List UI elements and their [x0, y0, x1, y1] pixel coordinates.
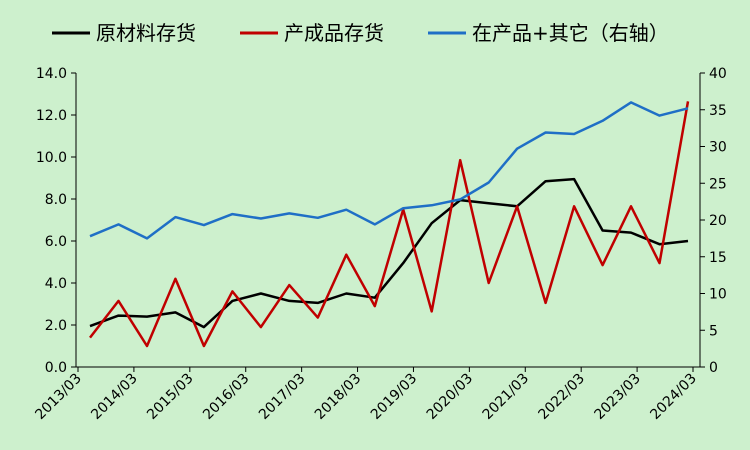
x-tick-label: 2017/03: [256, 371, 308, 423]
y2-tick-label: 0: [709, 360, 718, 376]
series-line-2: [89, 101, 689, 240]
y2-tick-label: 30: [709, 140, 727, 156]
x-tick-label: 2020/03: [424, 371, 476, 423]
x-tick-label: 2015/03: [144, 371, 196, 423]
x-tick-label: 2023/03: [591, 371, 643, 423]
y-tick-label: 12.0: [36, 108, 67, 124]
y2-tick-label: 10: [709, 287, 727, 303]
y-tick-label: 10.0: [36, 150, 67, 166]
axes: 0.0 2.0 4.0 6.0 8.0 10.0 12.0 14.0 0 5 10 15 20 25 30 3…: [32, 66, 726, 423]
x-tick-label: 2013/03: [32, 371, 84, 423]
y-tick-label: 8.0: [45, 192, 67, 208]
y-tick-label: 2.0: [45, 318, 67, 334]
y2-tick-label: 5: [709, 323, 718, 339]
y-tick-label: 14.0: [36, 66, 67, 82]
series-line-0: [89, 177, 689, 329]
y-tick-label: 6.0: [45, 234, 67, 250]
series-line-1: [89, 101, 690, 348]
y2-tick-label: 25: [709, 176, 727, 192]
legend-label-2: 在产品+其它（右轴）: [472, 21, 669, 45]
y-tick-label: 4.0: [45, 276, 67, 292]
legend-label-1: 产成品存货: [284, 21, 384, 45]
y2-tick-label: 35: [709, 103, 727, 119]
x-tick-label: 2021/03: [480, 371, 532, 423]
y2-tick-label: 15: [709, 250, 727, 266]
x-tick-label: 2019/03: [368, 371, 420, 423]
y2-tick-label: 20: [709, 213, 727, 229]
x-tick-label: 2016/03: [200, 371, 252, 423]
y2-tick-label: 40: [709, 66, 727, 82]
legend-label-0: 原材料存货: [96, 21, 196, 45]
x-tick-label: 2024/03: [647, 371, 699, 423]
y-tick-label: 0.0: [45, 360, 67, 376]
x-tick-label: 2022/03: [536, 371, 588, 423]
x-tick-label: 2014/03: [88, 371, 140, 423]
legend: 原材料存货 产成品存货 在产品+其它（右轴）: [52, 21, 669, 45]
x-tick-label: 2018/03: [312, 371, 364, 423]
series-lines: [89, 101, 690, 348]
